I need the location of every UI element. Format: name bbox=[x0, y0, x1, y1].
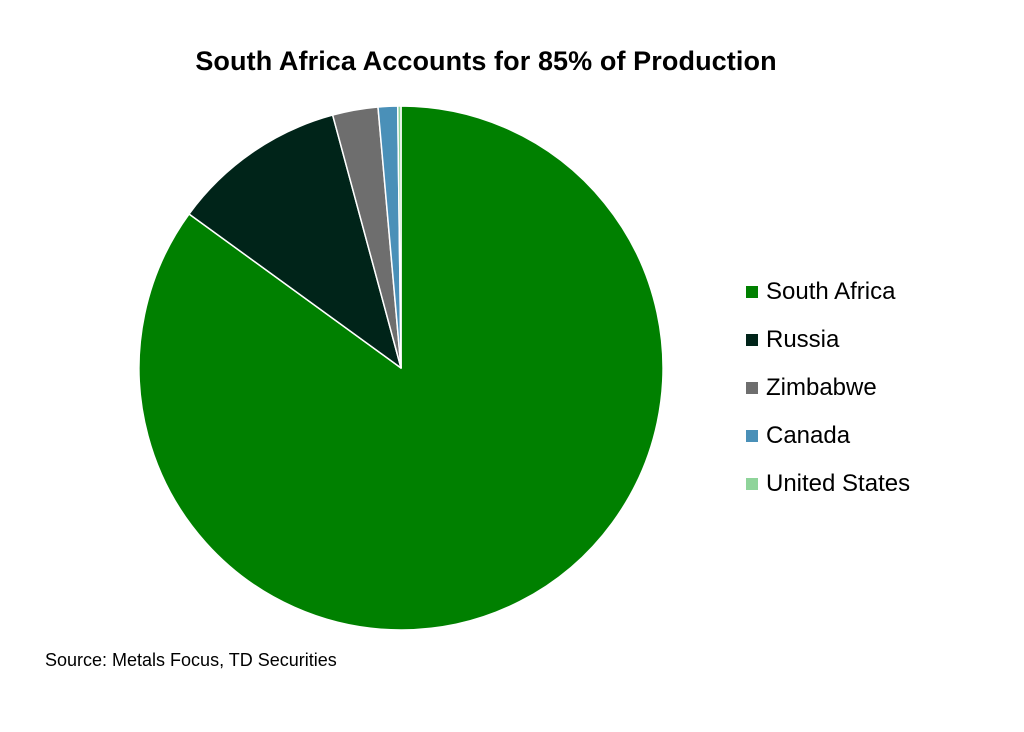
legend-item-south-africa: South Africa bbox=[746, 268, 910, 316]
legend-item-russia: Russia bbox=[746, 316, 910, 364]
legend-swatch-russia bbox=[746, 334, 758, 346]
legend-swatch-zimbabwe bbox=[746, 382, 758, 394]
legend-item-zimbabwe: Zimbabwe bbox=[746, 364, 910, 412]
legend-label: Canada bbox=[766, 422, 851, 449]
legend-label: Zimbabwe bbox=[766, 374, 877, 401]
legend-swatch-united-states bbox=[746, 478, 758, 490]
chart-title: South Africa Accounts for 85% of Product… bbox=[195, 46, 777, 76]
legend-item-canada: Canada bbox=[746, 412, 910, 460]
source-note: Source: Metals Focus, TD Securities bbox=[45, 650, 337, 670]
legend-item-united-states: United States bbox=[746, 460, 910, 508]
legend-label: South Africa bbox=[766, 278, 896, 305]
legend: South Africa Russia Zimbabwe Canada Unit… bbox=[746, 268, 910, 508]
legend-swatch-south-africa bbox=[746, 286, 758, 298]
pie-slices bbox=[138, 105, 664, 631]
legend-label: Russia bbox=[766, 326, 840, 353]
legend-label: United States bbox=[766, 470, 911, 497]
pie-slice-united-states bbox=[396, 105, 402, 369]
legend-swatch-canada bbox=[746, 430, 758, 442]
pie-slice-russia bbox=[188, 114, 402, 369]
